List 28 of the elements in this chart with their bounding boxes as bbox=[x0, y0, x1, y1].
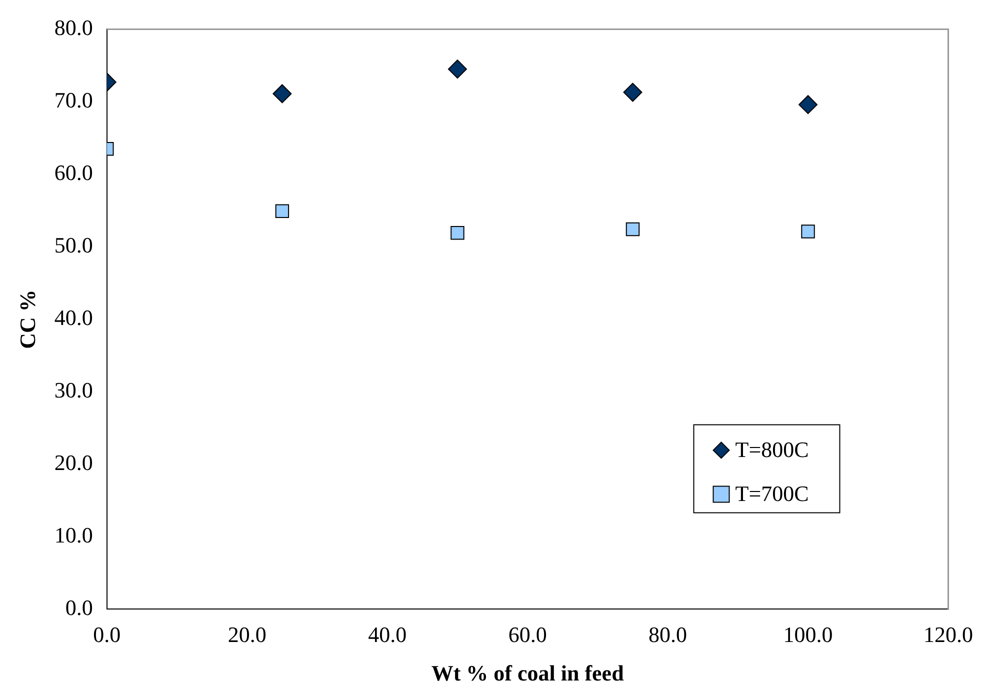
y-tick-label: 50.0 bbox=[54, 232, 93, 258]
x-tick-label: 60.0 bbox=[508, 622, 547, 648]
x-tick-label: 100.0 bbox=[783, 622, 833, 648]
x-tick-label: 20.0 bbox=[228, 622, 266, 648]
y-tick-label: 0.0 bbox=[65, 594, 93, 620]
y-tick-label: 70.0 bbox=[54, 87, 93, 112]
legend-label: T=700C bbox=[735, 480, 809, 506]
point bbox=[448, 60, 467, 79]
point bbox=[623, 82, 642, 102]
y-tick-label: 40.0 bbox=[54, 304, 93, 330]
y-tick-label: 80.0 bbox=[54, 14, 93, 40]
y-tick-label: 10.0 bbox=[54, 522, 93, 548]
point bbox=[626, 222, 640, 236]
point bbox=[801, 224, 815, 238]
point bbox=[275, 204, 290, 218]
point bbox=[272, 84, 292, 104]
y-tick-label: 30.0 bbox=[54, 377, 93, 402]
legend-label: T=800C bbox=[735, 436, 809, 462]
x-axis-title: Wt % of coal in feed bbox=[431, 660, 624, 686]
x-tick-label: 120.0 bbox=[924, 622, 973, 648]
x-tick-label: 40.0 bbox=[368, 622, 407, 648]
x-tick-label: 0.0 bbox=[93, 622, 121, 648]
y-axis-title: CC % bbox=[14, 290, 40, 349]
point bbox=[450, 226, 464, 240]
y-tick-label: 60.0 bbox=[54, 160, 93, 185]
y-tick-label: 20.0 bbox=[54, 450, 93, 475]
point bbox=[798, 95, 818, 114]
x-tick-label: 80.0 bbox=[648, 622, 688, 648]
